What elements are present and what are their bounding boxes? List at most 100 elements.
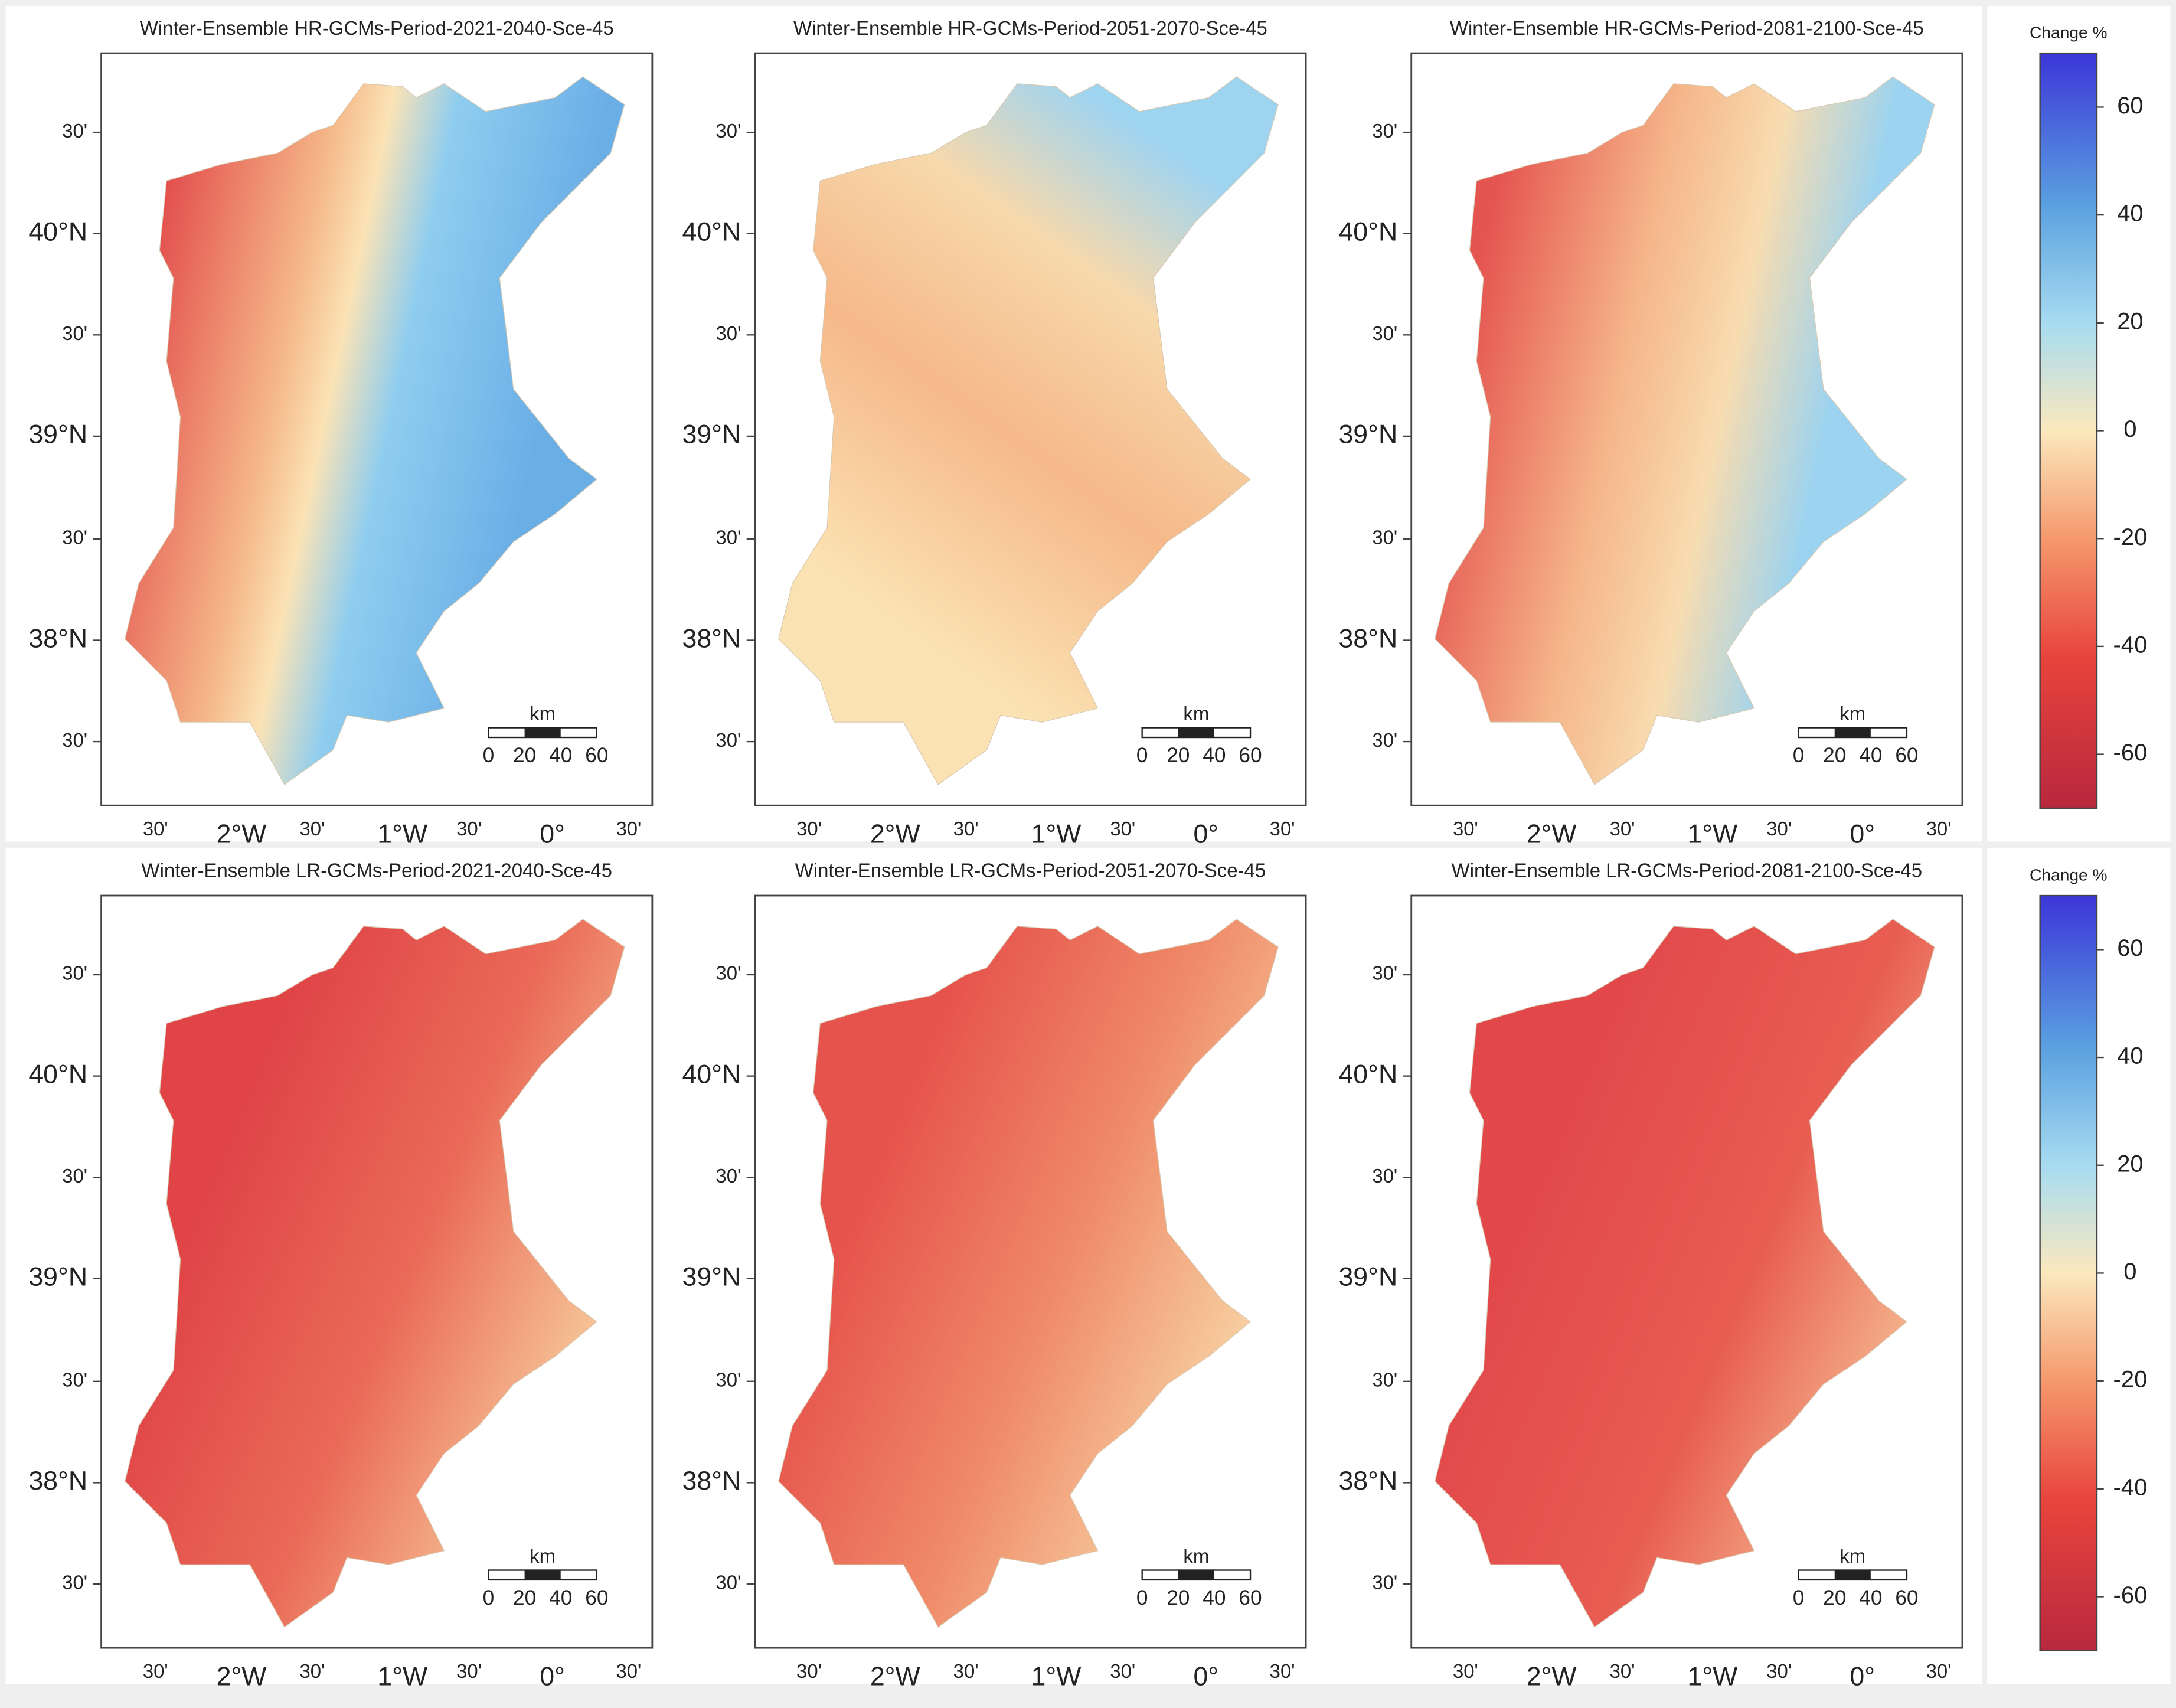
latitude-label: 30' (62, 729, 87, 751)
latitude-label: 40°N (1338, 218, 1397, 247)
scale-label: 20 (1823, 744, 1846, 767)
longitude-label: 30' (1453, 1660, 1478, 1682)
latitude-label: 30' (1372, 1165, 1397, 1187)
longitude-label: 30' (456, 1660, 482, 1682)
latitude-label: 30' (715, 120, 741, 142)
scale-label: 60 (585, 1586, 608, 1609)
scale-label: 0 (483, 744, 495, 767)
longitude-label: 2°W (870, 1663, 920, 1691)
longitude-label: 30' (1110, 818, 1135, 840)
longitude-label: 2°W (1527, 820, 1577, 849)
longitude-label: 30' (1610, 1660, 1635, 1682)
latitude-label: 30' (62, 527, 87, 548)
scale-bar-fill (1834, 727, 1871, 738)
colorbar-tick-label: 40 (2117, 201, 2143, 227)
latitude-label: 30' (715, 527, 741, 548)
scale-label: 20 (513, 744, 536, 767)
scale-label: 40 (549, 1586, 572, 1609)
longitude-label: 0° (1850, 1663, 1875, 1691)
longitude-label: 30' (953, 1660, 979, 1682)
scale-unit: km (1183, 703, 1209, 724)
latitude-label: 30' (715, 729, 741, 751)
scale-label: 0 (483, 1586, 495, 1609)
colorbar-tick-label: 0 (2123, 1259, 2136, 1285)
scale-bar-fill (1178, 727, 1214, 738)
longitude-label: 2°W (217, 820, 267, 849)
scale-label: 0 (1136, 744, 1148, 767)
colorbar-title: Change % (2030, 866, 2108, 884)
panel-title: Winter-Ensemble HR-GCMs-Period-2051-2070… (793, 17, 1267, 39)
latitude-label: 30' (62, 120, 87, 142)
scale-bar-fill (1178, 1570, 1214, 1580)
latitude-label: 38°N (682, 624, 741, 653)
colorbar-tick-label: -40 (2113, 632, 2148, 658)
latitude-label: 40°N (682, 1060, 741, 1089)
longitude-label: 30' (299, 1660, 325, 1682)
latitude-label: 38°N (28, 1467, 87, 1495)
scale-label: 40 (1859, 1586, 1882, 1609)
longitude-label: 30' (456, 818, 482, 840)
latitude-label: 38°N (1338, 1467, 1397, 1495)
colorbar-tick-label: -20 (2113, 524, 2148, 550)
longitude-label: 30' (796, 1660, 822, 1682)
latitude-label: 30' (1372, 729, 1397, 751)
scale-unit: km (1840, 703, 1865, 724)
scale-bar-fill (524, 1570, 561, 1580)
latitude-label: 40°N (1338, 1060, 1397, 1089)
panel-title: Winter-Ensemble HR-GCMs-Period-2021-2040… (140, 17, 614, 39)
scale-label: 60 (585, 744, 608, 767)
latitude-label: 30' (62, 1369, 87, 1390)
latitude-label: 38°N (1338, 624, 1397, 653)
latitude-label: 40°N (28, 1060, 87, 1089)
scale-label: 20 (1823, 1586, 1846, 1609)
scale-unit: km (530, 703, 556, 724)
latitude-label: 38°N (682, 1467, 741, 1495)
scale-unit: km (530, 1545, 556, 1567)
colorbar-title: Change % (2030, 23, 2108, 42)
latitude-label: 30' (62, 322, 87, 344)
longitude-label: 1°W (1031, 820, 1082, 849)
panel-title: Winter-Ensemble LR-GCMs-Period-2021-2040… (142, 860, 612, 881)
scale-label: 20 (513, 1586, 536, 1609)
longitude-label: 1°W (1687, 1663, 1737, 1691)
latitude-label: 39°N (682, 1263, 741, 1292)
colorbar-tick-label: -40 (2113, 1474, 2148, 1500)
longitude-label: 1°W (377, 820, 427, 849)
longitude-label: 30' (1926, 818, 1952, 840)
longitude-label: 30' (143, 818, 168, 840)
longitude-label: 0° (540, 820, 565, 849)
scale-label: 40 (549, 744, 572, 767)
colorbar-tick-label: 60 (2117, 93, 2143, 119)
longitude-label: 1°W (377, 1663, 427, 1691)
latitude-label: 30' (62, 962, 87, 984)
scale-unit: km (1183, 1545, 1209, 1567)
longitude-label: 0° (1193, 1663, 1218, 1691)
longitude-label: 30' (1453, 818, 1478, 840)
scale-label: 0 (1793, 1586, 1805, 1609)
latitude-label: 39°N (28, 1263, 87, 1292)
scale-label: 0 (1136, 1586, 1148, 1609)
scale-unit: km (1840, 1545, 1865, 1567)
longitude-label: 2°W (870, 820, 920, 849)
longitude-label: 1°W (1687, 820, 1737, 849)
colorbar-tick-label: 20 (2117, 1151, 2143, 1177)
longitude-label: 30' (299, 818, 325, 840)
longitude-label: 30' (616, 818, 641, 840)
longitude-label: 30' (1110, 1660, 1135, 1682)
latitude-label: 30' (715, 1572, 741, 1593)
longitude-label: 2°W (217, 1663, 267, 1691)
scale-label: 0 (1793, 744, 1805, 767)
colorbar-tick-label: 20 (2117, 308, 2143, 334)
latitude-label: 30' (715, 322, 741, 344)
scale-label: 60 (1895, 1586, 1918, 1609)
latitude-label: 39°N (28, 420, 87, 449)
latitude-label: 30' (1372, 120, 1397, 142)
longitude-label: 30' (953, 818, 979, 840)
scale-label: 20 (1167, 1586, 1190, 1609)
scale-label: 60 (1239, 744, 1262, 767)
colorbar (2039, 52, 2098, 809)
latitude-label: 30' (1372, 527, 1397, 548)
latitude-label: 38°N (28, 624, 87, 653)
longitude-label: 30' (1270, 1660, 1295, 1682)
scale-bar-fill (1834, 1570, 1871, 1580)
